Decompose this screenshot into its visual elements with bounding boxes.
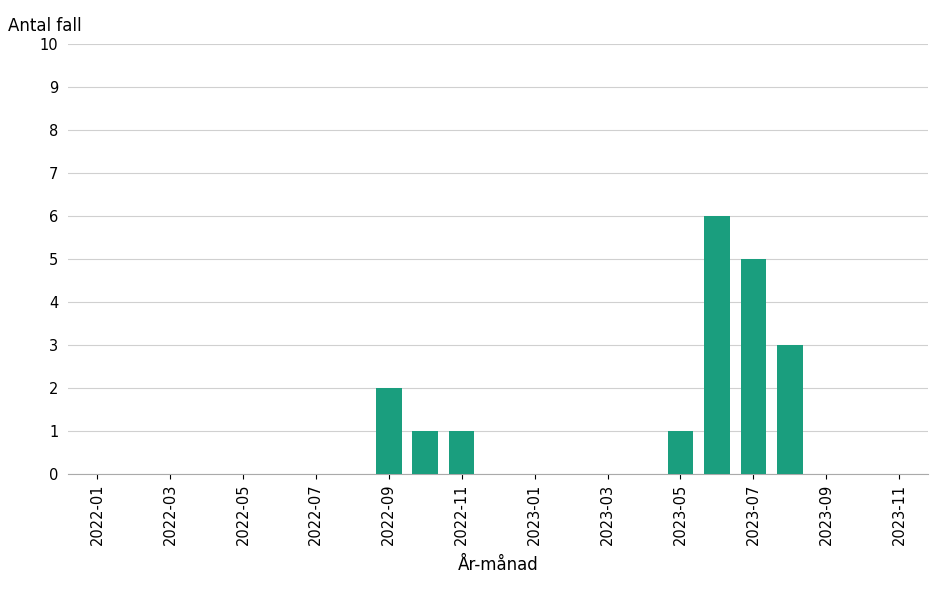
Text: Antal fall: Antal fall <box>8 17 81 35</box>
X-axis label: År-månad: År-månad <box>457 556 538 574</box>
Bar <box>740 259 766 474</box>
Bar <box>376 388 401 474</box>
Bar <box>412 431 437 474</box>
Bar <box>667 431 693 474</box>
Bar <box>703 216 729 474</box>
Bar <box>776 345 801 474</box>
Bar <box>448 431 474 474</box>
